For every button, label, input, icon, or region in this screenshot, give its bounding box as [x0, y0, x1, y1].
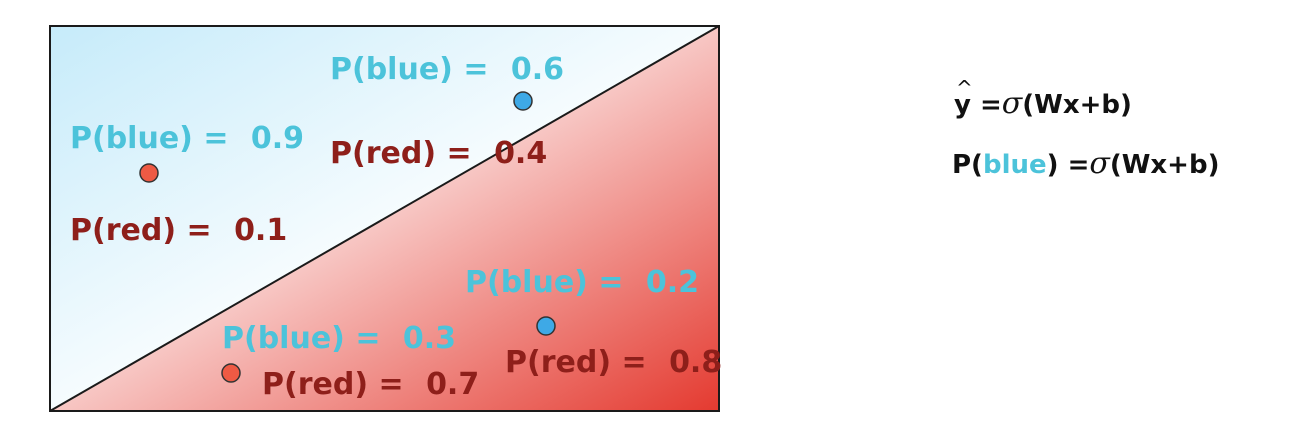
plot-frame — [49, 25, 720, 412]
decision-boundary — [49, 25, 720, 412]
sigma-symbol-2: σ — [1089, 146, 1110, 181]
formula-p-blue: P(blue) =σ(Wx+b) — [952, 146, 1220, 181]
p-red-top-left: P(red) = 0.1 — [70, 213, 287, 248]
sigma-symbol: σ — [1001, 86, 1023, 121]
p-red-bottom-right: P(red) = 0.8 — [505, 345, 722, 380]
point-top-left — [139, 163, 159, 183]
p-blue-top-left: P(blue) = 0.9 — [70, 121, 304, 156]
p-blue-bottom-left: P(blue) = 0.3 — [222, 321, 456, 356]
point-bottom-right — [536, 316, 556, 336]
point-bottom-left — [221, 363, 241, 383]
y-hat-symbol: y ^ — [954, 76, 973, 120]
blue-word: blue — [982, 150, 1047, 180]
point-top-right — [513, 91, 533, 111]
formula-yhat: y ^ =σ(Wx+b) — [954, 76, 1132, 121]
p-red-top-right: P(red) = 0.4 — [330, 136, 547, 171]
p-blue-top-right: P(blue) = 0.6 — [330, 52, 564, 87]
p-blue-bottom-right: P(blue) = 0.2 — [465, 265, 699, 300]
p-red-bottom-left: P(red) = 0.7 — [262, 367, 479, 402]
